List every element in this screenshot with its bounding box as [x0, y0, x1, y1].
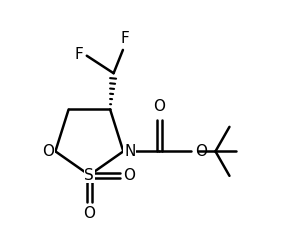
- Text: O: O: [195, 144, 207, 159]
- Text: O: O: [154, 99, 166, 114]
- Text: O: O: [123, 168, 135, 183]
- Text: F: F: [120, 31, 129, 46]
- Text: O: O: [83, 206, 95, 221]
- Text: N: N: [124, 144, 135, 159]
- Text: S: S: [85, 168, 94, 183]
- Text: F: F: [74, 47, 83, 62]
- Text: O: O: [42, 144, 54, 159]
